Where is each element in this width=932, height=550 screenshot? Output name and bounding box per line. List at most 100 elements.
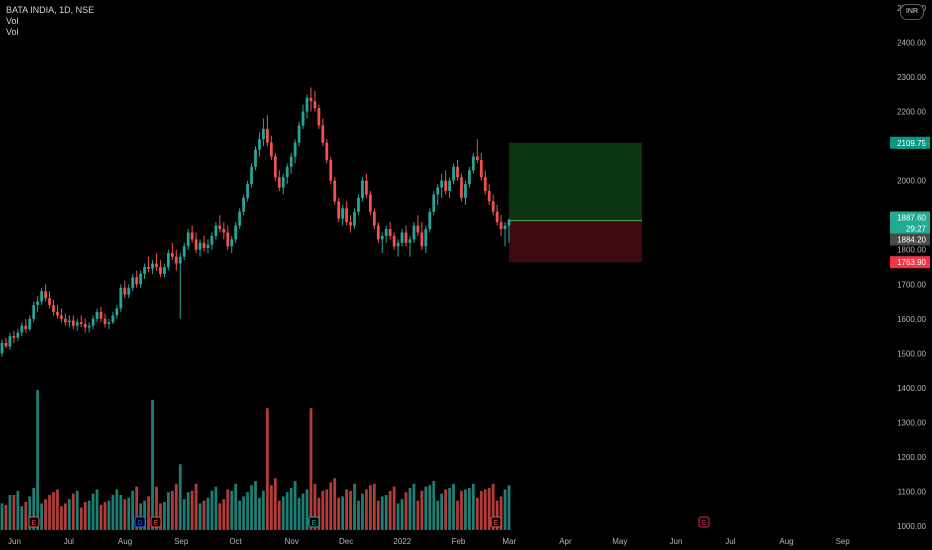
candle bbox=[460, 177, 463, 198]
candle bbox=[99, 311, 103, 319]
candle bbox=[297, 125, 301, 143]
volume-bar bbox=[448, 488, 451, 530]
volume-bar bbox=[28, 496, 32, 530]
volume-bar bbox=[460, 490, 463, 530]
candle bbox=[143, 267, 146, 274]
candle bbox=[218, 225, 222, 230]
volume-bar bbox=[262, 490, 265, 530]
volume-bar bbox=[44, 499, 47, 530]
volume-bar bbox=[119, 495, 123, 530]
candle bbox=[206, 244, 210, 249]
candle bbox=[56, 311, 59, 316]
candle bbox=[79, 322, 83, 324]
candle bbox=[48, 298, 51, 305]
candle bbox=[71, 320, 75, 326]
volume-bar bbox=[273, 478, 277, 530]
candle bbox=[186, 232, 190, 247]
volume-bar bbox=[372, 483, 376, 530]
volume-bar bbox=[384, 495, 388, 530]
volume-bar bbox=[111, 495, 115, 530]
candle bbox=[321, 125, 325, 143]
event-earnings-icon: E bbox=[150, 516, 162, 528]
volume-bar bbox=[281, 496, 285, 530]
candle bbox=[170, 253, 174, 257]
volume-bar bbox=[12, 495, 16, 530]
candle bbox=[111, 315, 115, 323]
volume-bar bbox=[404, 492, 408, 530]
time-tick-label: May bbox=[612, 537, 627, 546]
volume-bar bbox=[345, 489, 348, 530]
price-series bbox=[0, 87, 511, 357]
candle bbox=[163, 267, 166, 274]
volume-indicator-label[interactable]: Vol bbox=[6, 16, 19, 26]
volume-bar bbox=[487, 488, 491, 530]
price-tick-label: 1200.00 bbox=[897, 453, 926, 462]
currency-badge[interactable]: INR bbox=[900, 4, 924, 20]
volume-bar bbox=[305, 489, 309, 530]
candle bbox=[95, 311, 99, 319]
volume-bar bbox=[242, 496, 246, 530]
candle bbox=[242, 197, 246, 212]
event-box bbox=[308, 516, 320, 528]
time-tick-label: Aug bbox=[779, 537, 793, 546]
volume-bar bbox=[329, 482, 333, 530]
volume-bar bbox=[127, 497, 131, 530]
volume-bar bbox=[115, 489, 119, 530]
event-box bbox=[28, 516, 40, 528]
volume-bar bbox=[428, 485, 432, 530]
price-tick-label: 1600.00 bbox=[897, 315, 926, 324]
time-tick-label: 2022 bbox=[393, 537, 411, 546]
event-label: E bbox=[494, 520, 499, 527]
volume-bar bbox=[32, 488, 36, 530]
volume-bar bbox=[0, 503, 4, 530]
volume-bar bbox=[499, 496, 503, 530]
price-tick-label: 1700.00 bbox=[897, 280, 926, 289]
entry-price-label: 1884.20 bbox=[897, 235, 926, 244]
price-tick-label: 1800.00 bbox=[897, 246, 926, 255]
volume-bar bbox=[475, 497, 479, 530]
symbol-title[interactable]: BATA INDIA, 1D, NSE bbox=[6, 5, 95, 15]
price-tick-label: 2300.00 bbox=[897, 73, 926, 82]
time-axis[interactable]: Jun Jul Aug Sep Oct Nov Dec 2022 Feb Mar Apr May Jun… bbox=[8, 537, 850, 546]
candle bbox=[416, 225, 420, 233]
candle bbox=[329, 159, 333, 181]
candle bbox=[8, 336, 12, 347]
candle bbox=[404, 232, 408, 243]
stop-price-label-bg bbox=[890, 256, 930, 269]
event-label: E bbox=[32, 520, 37, 527]
volume-bar bbox=[16, 490, 20, 530]
volume-bar bbox=[341, 496, 345, 530]
candle bbox=[337, 201, 341, 219]
volume-bar bbox=[95, 489, 99, 530]
time-tick-label: Jun bbox=[670, 537, 683, 546]
volume-bar bbox=[202, 500, 206, 530]
volume-bar bbox=[452, 483, 455, 530]
volume-bar bbox=[83, 502, 87, 530]
volume-indicator-label-2[interactable]: Vol bbox=[6, 27, 19, 37]
candle bbox=[273, 156, 277, 178]
volume-bar bbox=[333, 478, 337, 530]
volume-bar bbox=[67, 499, 71, 530]
price-axis-labels: 2109.75 1887.60 29:27 1884.20 1763.90 bbox=[890, 136, 930, 269]
candle bbox=[317, 108, 321, 126]
long-position-tool[interactable] bbox=[509, 142, 642, 263]
volume-bar bbox=[269, 485, 273, 530]
candle bbox=[400, 232, 404, 243]
candle bbox=[107, 322, 111, 324]
bar-countdown-label: 29:27 bbox=[906, 224, 927, 233]
candle bbox=[285, 166, 289, 178]
last-price-label-bg bbox=[890, 211, 930, 224]
candle bbox=[127, 287, 131, 295]
volume-bar bbox=[420, 490, 424, 530]
candle bbox=[464, 184, 467, 198]
volume-bar bbox=[317, 497, 321, 530]
volume-bar bbox=[151, 399, 154, 530]
volume-bar bbox=[87, 500, 91, 530]
volume-bar bbox=[56, 489, 59, 530]
candle bbox=[250, 166, 253, 185]
candle bbox=[174, 256, 178, 264]
time-tick-label: Sep bbox=[836, 537, 851, 546]
volume-bar bbox=[349, 490, 352, 530]
candle bbox=[24, 325, 28, 330]
